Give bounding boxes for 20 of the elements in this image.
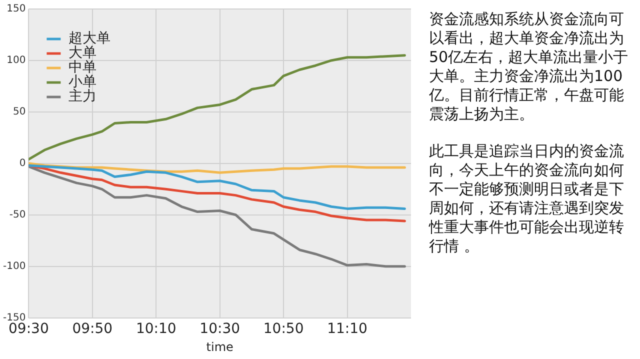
y-tick-label: 50 (12, 106, 26, 118)
y-tick-label: 150 (6, 4, 26, 15)
y-tick-label: 0 (19, 158, 26, 169)
legend-label: 中单 (68, 60, 97, 76)
x-tick-label: 10:10 (136, 320, 176, 337)
text: 资金流感知系统从资金流向可以看出，超大单资金净流出为50亿左右，超大单流出量小于大单。主力资金净流出为100亿。目前行情正常，午盘可能震荡上扬为主。 (429, 10, 629, 124)
y-tick-label: -100 (2, 260, 26, 272)
y-tick-label: -50 (9, 209, 26, 220)
text: 此工具是追踪当日内的资金流向，今天上午的资金流向如何不一定能够预测明日或者是下周如何，还有请注意遇到突发性重大事件也可能会出现逆转行情 。 (429, 142, 625, 256)
legend-label: 大单 (68, 45, 97, 62)
x-tick-label: 10:50 (263, 320, 304, 337)
y-tick-label: -150 (2, 312, 26, 324)
legend-label: 超大单 (68, 30, 111, 47)
x-tick-label: 10:30 (200, 320, 240, 337)
x-tick-label: 09:30 (8, 320, 49, 337)
x-tick-label: 09:50 (72, 320, 113, 337)
x-axis-title: time (206, 340, 234, 354)
y-tick-label: 100 (6, 55, 26, 66)
legend-label: 主力 (68, 88, 97, 105)
x-tick-label: 11:10 (327, 320, 368, 337)
